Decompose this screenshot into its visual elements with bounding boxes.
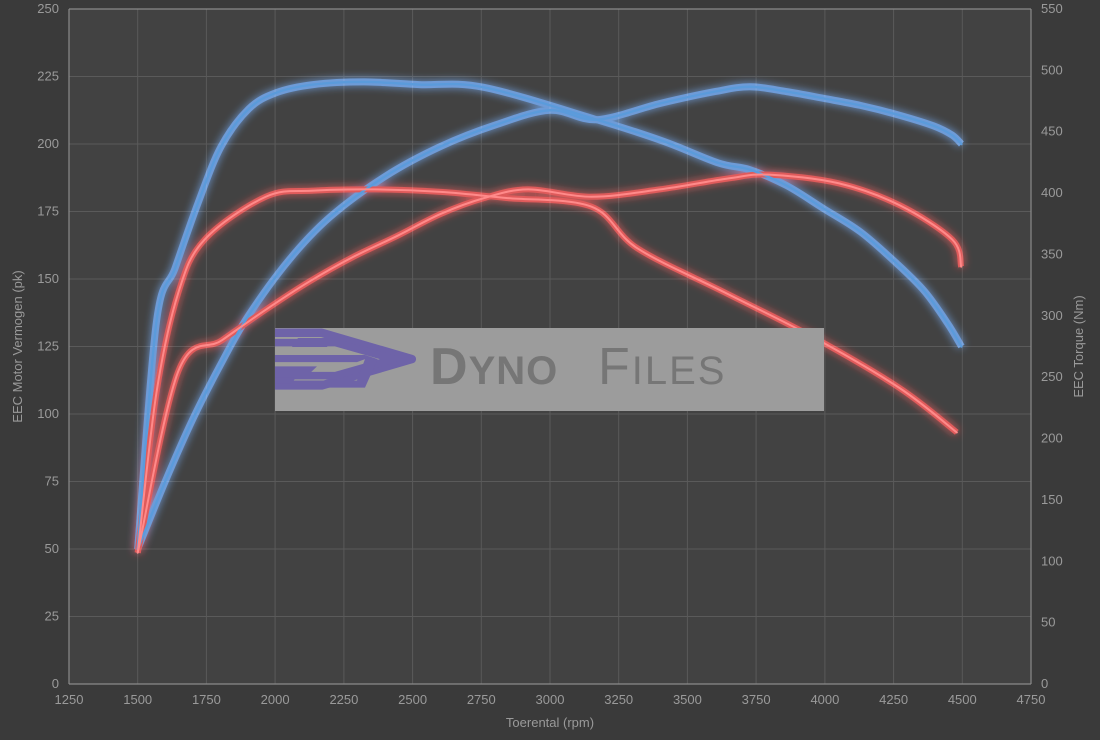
svg-text:4500: 4500 (948, 692, 977, 707)
svg-text:200: 200 (1041, 431, 1063, 446)
svg-text:50: 50 (45, 541, 59, 556)
svg-text:0: 0 (52, 676, 59, 691)
svg-text:300: 300 (1041, 308, 1063, 323)
svg-text:175: 175 (37, 204, 59, 219)
svg-text:100: 100 (37, 406, 59, 421)
svg-text:250: 250 (37, 1, 59, 16)
svg-text:150: 150 (1041, 492, 1063, 507)
svg-text:EEC Motor Vermogen (pk): EEC Motor Vermogen (pk) (10, 270, 25, 422)
svg-text:0: 0 (1041, 676, 1048, 691)
svg-text:2250: 2250 (329, 692, 358, 707)
svg-text:125: 125 (37, 339, 59, 354)
svg-text:2000: 2000 (261, 692, 290, 707)
svg-text:25: 25 (45, 609, 59, 624)
svg-text:1750: 1750 (192, 692, 221, 707)
svg-text:500: 500 (1041, 62, 1063, 77)
svg-text:3750: 3750 (742, 692, 771, 707)
svg-text:75: 75 (45, 474, 59, 489)
svg-text:450: 450 (1041, 124, 1063, 139)
svg-text:400: 400 (1041, 185, 1063, 200)
svg-text:200: 200 (37, 136, 59, 151)
svg-text:EEC Torque (Nm): EEC Torque (Nm) (1071, 295, 1086, 397)
svg-text:3500: 3500 (673, 692, 702, 707)
svg-text:1500: 1500 (123, 692, 152, 707)
svg-text:3000: 3000 (536, 692, 565, 707)
svg-text:50: 50 (1041, 615, 1055, 630)
svg-text:1250: 1250 (55, 692, 84, 707)
svg-text:Toerental (rpm): Toerental (rpm) (506, 715, 594, 730)
svg-text:150: 150 (37, 271, 59, 286)
svg-text:225: 225 (37, 69, 59, 84)
svg-text:250: 250 (1041, 369, 1063, 384)
svg-text:2500: 2500 (398, 692, 427, 707)
svg-text:4750: 4750 (1017, 692, 1046, 707)
svg-text:4250: 4250 (879, 692, 908, 707)
svg-text:550: 550 (1041, 1, 1063, 16)
svg-text:3250: 3250 (604, 692, 633, 707)
svg-text:100: 100 (1041, 553, 1063, 568)
svg-text:350: 350 (1041, 247, 1063, 262)
svg-text:2750: 2750 (467, 692, 496, 707)
svg-text:4000: 4000 (810, 692, 839, 707)
